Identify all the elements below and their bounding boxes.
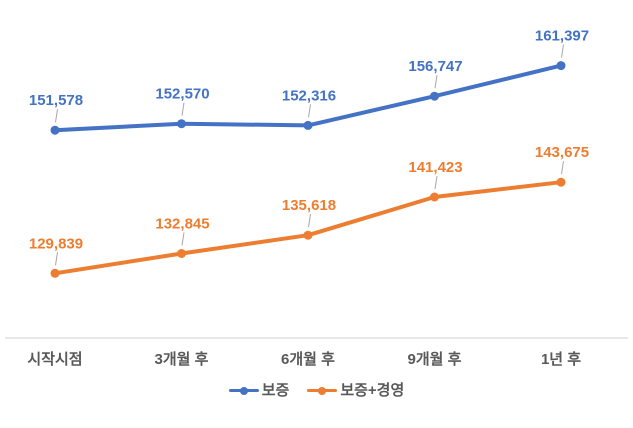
data-label-leader-line xyxy=(181,232,185,246)
data-point-marker xyxy=(556,177,566,187)
data-label: 132,845 xyxy=(155,216,209,233)
data-label-leader-line xyxy=(308,214,311,228)
x-axis-label: 6개월 후 xyxy=(281,350,335,368)
data-point-marker xyxy=(303,120,313,130)
data-label-leader-line xyxy=(561,44,564,58)
data-point-marker xyxy=(50,268,60,278)
data-point-marker xyxy=(430,192,439,202)
data-label: 152,570 xyxy=(155,86,209,103)
data-label: 152,316 xyxy=(282,87,336,104)
data-point-marker xyxy=(177,249,186,258)
data-label: 135,618 xyxy=(282,197,336,214)
data-label-leader-line xyxy=(55,252,58,266)
data-label-leader-line xyxy=(308,104,311,118)
data-point-marker xyxy=(430,91,439,101)
data-label-leader-line xyxy=(561,161,564,175)
legend-label: 보증 xyxy=(261,382,290,399)
data-point-marker xyxy=(303,230,313,240)
data-point-marker xyxy=(556,61,566,71)
data-label-leader-line xyxy=(434,175,438,190)
x-axis-label: 9개월 후 xyxy=(408,350,462,368)
x-axis-label: 시작시점 xyxy=(27,350,82,368)
data-label-leader-line xyxy=(55,109,58,123)
legend-label: 보증+경영 xyxy=(340,382,405,399)
data-label: 156,747 xyxy=(408,58,462,75)
data-label: 151,578 xyxy=(29,92,83,109)
x-axis-label: 3개월 후 xyxy=(155,350,209,368)
legend-line-marker-icon xyxy=(307,386,338,396)
chart-legend: 보증 보증+경영 xyxy=(0,383,633,398)
data-label-leader-line xyxy=(181,102,185,116)
x-axis-label: 1년 후 xyxy=(541,351,581,368)
legend-item: 보증+경영 xyxy=(307,383,404,398)
legend-item: 보증 xyxy=(228,382,290,399)
data-label-leader-line xyxy=(434,75,438,89)
data-point-marker xyxy=(177,119,186,129)
data-label: 141,423 xyxy=(408,159,462,176)
data-point-marker xyxy=(50,125,60,135)
series-line-bottom xyxy=(53,180,563,276)
data-label: 143,675 xyxy=(535,144,589,161)
legend-line-marker-icon xyxy=(228,386,259,396)
data-label: 161,397 xyxy=(535,28,589,45)
data-label: 129,839 xyxy=(29,235,83,252)
